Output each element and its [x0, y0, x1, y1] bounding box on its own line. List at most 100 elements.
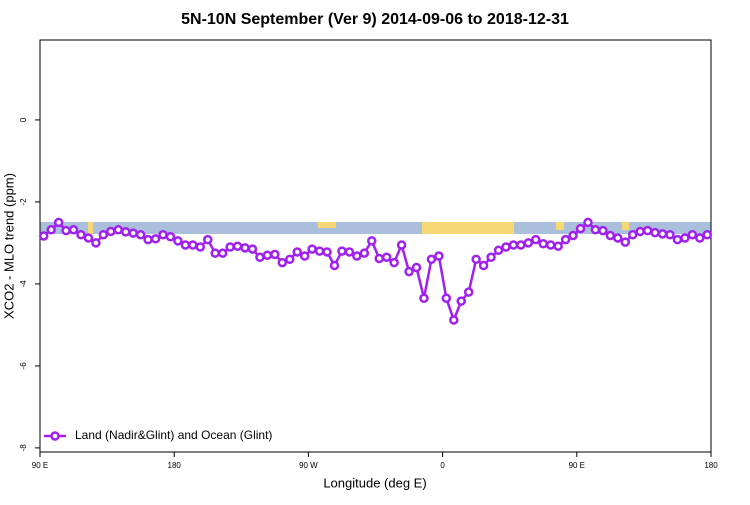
data-point	[493, 245, 504, 256]
data-point	[352, 251, 362, 261]
x-tick-label: 180	[704, 461, 718, 470]
data-point	[545, 240, 556, 250]
data-point	[650, 227, 660, 238]
data-point	[411, 262, 422, 273]
data-point	[98, 229, 109, 240]
data-point	[307, 244, 317, 254]
data-point	[195, 242, 206, 252]
ocean-band	[40, 222, 711, 234]
land-patch	[422, 222, 514, 234]
data-point	[456, 296, 466, 306]
data-point	[329, 260, 340, 271]
data-point	[46, 225, 56, 235]
data-point	[516, 240, 526, 250]
data-point	[210, 248, 220, 258]
x-tick-label: 180	[168, 461, 182, 470]
data-point	[285, 254, 295, 265]
data-point	[113, 225, 124, 235]
data-point	[83, 233, 94, 243]
data-point	[270, 249, 280, 260]
data-point	[635, 226, 645, 237]
data-point	[165, 232, 176, 242]
data-point	[76, 229, 86, 240]
data-point	[598, 225, 608, 236]
x-tick-label: 90 E	[32, 461, 48, 470]
data-point	[188, 240, 198, 250]
data-point	[359, 248, 370, 258]
data-point	[687, 229, 698, 240]
data-point	[575, 223, 586, 234]
y-tick-label: 0	[19, 117, 28, 122]
data-point	[106, 226, 116, 237]
data-point	[613, 233, 623, 243]
land-patch	[88, 222, 93, 234]
x-tick-label: 90 E	[569, 461, 585, 470]
data-point	[314, 246, 325, 256]
data-point	[620, 237, 631, 247]
y-tick-label: -4	[19, 280, 28, 288]
data-point	[91, 238, 101, 248]
data-point	[702, 229, 713, 240]
data-point	[590, 225, 601, 235]
data-point	[553, 241, 563, 251]
data-point	[381, 252, 392, 263]
data-point	[605, 230, 616, 241]
data-point	[508, 240, 519, 250]
data-point	[143, 234, 153, 245]
data-point	[337, 246, 347, 256]
land-ocean-band	[40, 222, 711, 234]
data-point	[120, 227, 131, 237]
data-point	[478, 260, 489, 271]
y-tick-label: -2	[19, 198, 28, 206]
data-point	[426, 254, 437, 265]
data-point	[538, 238, 548, 249]
data-point	[486, 252, 496, 263]
data-point	[277, 257, 288, 268]
data-point	[344, 247, 355, 257]
data-point	[434, 251, 444, 261]
legend-label: Land (Nadir&Glint) and Ocean (Glint)	[75, 428, 272, 442]
data-point	[657, 229, 668, 239]
data-point	[135, 229, 146, 240]
data-point	[680, 233, 690, 243]
plot-frame	[39, 39, 712, 453]
data-point	[217, 248, 228, 258]
y-tick-label: -6	[19, 362, 28, 370]
chart-title: 5N-10N September (Ver 9) 2014-09-06 to 2…	[181, 11, 569, 28]
data-point	[463, 287, 474, 297]
data-point	[665, 229, 675, 240]
data-point	[322, 247, 332, 257]
data-point	[568, 230, 578, 241]
data-point	[501, 242, 511, 252]
data-point	[292, 247, 302, 257]
data-point	[128, 228, 138, 238]
data-point	[262, 250, 273, 260]
y-axis-label: XCO2 - MLO trend (ppm)	[1, 173, 16, 319]
data-point	[53, 217, 64, 228]
data-point	[389, 257, 399, 268]
data-point	[150, 234, 161, 244]
data-point	[396, 240, 407, 250]
data-point	[404, 266, 414, 277]
data-point	[374, 253, 384, 264]
data-point	[531, 234, 541, 245]
land-patch	[622, 222, 629, 230]
data-point	[180, 240, 191, 250]
data-point	[523, 238, 534, 248]
data-point	[441, 293, 452, 304]
data-point	[560, 234, 571, 245]
data-point	[419, 293, 429, 304]
data-point	[203, 234, 213, 245]
data-point	[367, 236, 377, 246]
x-tick-label: 0	[440, 461, 445, 470]
data-point	[173, 236, 183, 246]
data-point	[158, 229, 168, 240]
x-axis-label: Longitude (deg E)	[323, 475, 426, 490]
data-point	[299, 251, 310, 261]
land-patch	[318, 222, 336, 228]
data-point	[232, 241, 243, 251]
data-point	[68, 225, 79, 235]
land-patch	[556, 222, 564, 230]
data-point	[61, 225, 71, 236]
data-point	[247, 244, 258, 254]
